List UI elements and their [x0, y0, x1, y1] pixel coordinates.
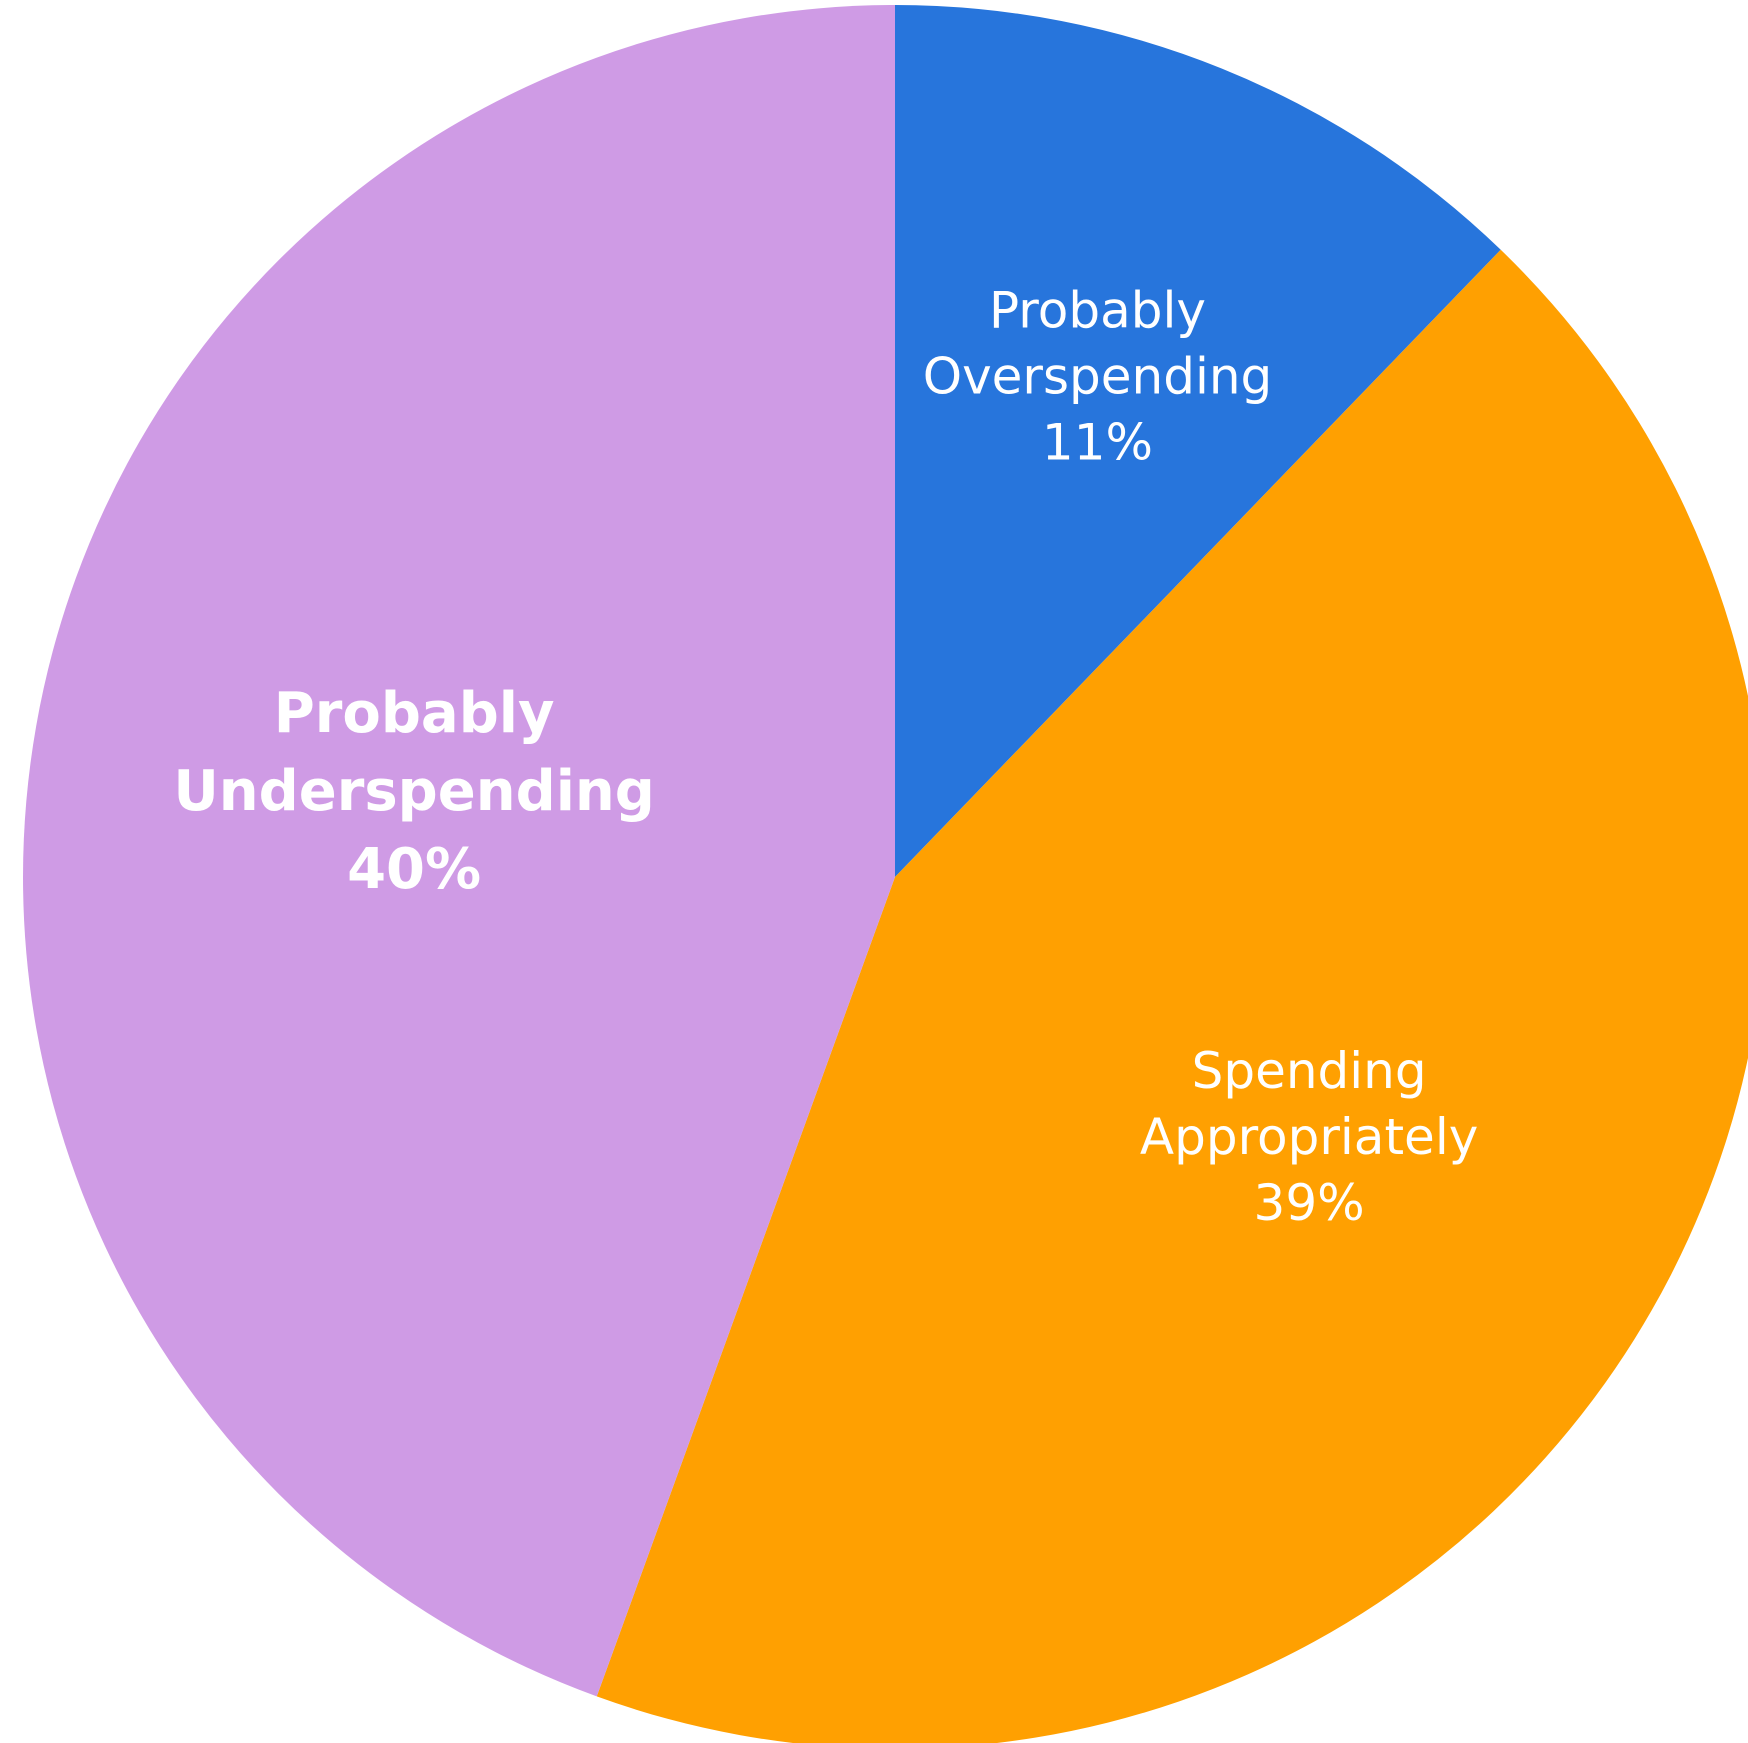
pie-labels: Probably Overspending 11% Spending Appropria…: [173, 282, 1478, 1232]
slice-percent-label: 40%: [347, 837, 481, 902]
slice-name-line: Probably: [274, 681, 555, 746]
pie-slice-1: [895, 5, 1501, 877]
pie-slice-label-2: Spending Appropriately 39%: [1140, 1042, 1478, 1232]
slice-name-line: Underspending: [173, 759, 655, 824]
pie-slice-3: [23, 5, 896, 1697]
slice-name-line: Overspending: [923, 348, 1273, 406]
slice-name-line: Spending: [1192, 1042, 1427, 1100]
slice-name-line: Appropriately: [1140, 1108, 1478, 1166]
slice-percent-label: 39%: [1254, 1174, 1365, 1232]
pie-slice-label-3: Probably Underspending 40%: [173, 681, 655, 902]
pie-slices: [23, 5, 1748, 1743]
slice-name-line: Probably: [989, 282, 1206, 340]
slice-percent-label: 11%: [1042, 414, 1153, 472]
pie-slice-label-1: Probably Overspending 11%: [923, 282, 1273, 472]
pie-slice-2: [596, 249, 1748, 1743]
